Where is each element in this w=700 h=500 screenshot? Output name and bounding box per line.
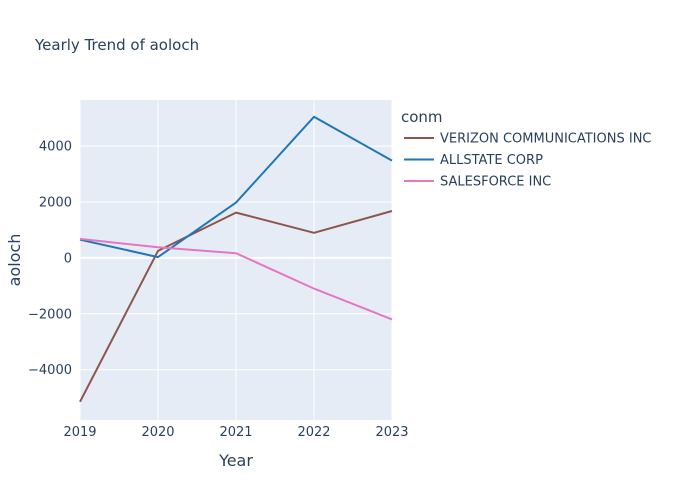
legend: conm VERIZON COMMUNICATIONS INC ALLSTATE … — [401, 108, 652, 190]
chart-title: Yearly Trend of aoloch — [34, 36, 199, 54]
x-tick-label: 2023 — [375, 425, 408, 440]
legend-item: SALESFORCE INC — [440, 175, 551, 190]
y-axis-ticks: −4000 −2000 0 2000 4000 — [28, 140, 72, 379]
series-line — [79, 237, 393, 321]
y-tick-label: 0 — [64, 251, 72, 266]
series-line — [79, 210, 393, 403]
x-tick-label: 2020 — [141, 425, 174, 440]
legend-item: ALLSTATE CORP — [440, 153, 543, 168]
series-line — [79, 115, 393, 259]
y-tick-label: 2000 — [39, 196, 72, 211]
y-tick-label: 4000 — [39, 140, 72, 155]
x-axis-ticks: 2019 2020 2021 2022 2023 — [63, 425, 408, 440]
x-tick-label: 2019 — [63, 425, 96, 440]
legend-item: VERIZON COMMUNICATIONS INC — [440, 132, 652, 147]
grid-lines — [79, 100, 393, 420]
x-tick-label: 2022 — [297, 425, 330, 440]
x-axis-title: Year — [218, 451, 253, 470]
y-tick-label: −2000 — [28, 307, 72, 322]
y-tick-label: −4000 — [28, 363, 72, 378]
x-tick-label: 2021 — [219, 425, 252, 440]
legend-title: conm — [401, 108, 443, 126]
series-lines — [79, 115, 393, 403]
y-axis-title: aoloch — [5, 234, 24, 287]
